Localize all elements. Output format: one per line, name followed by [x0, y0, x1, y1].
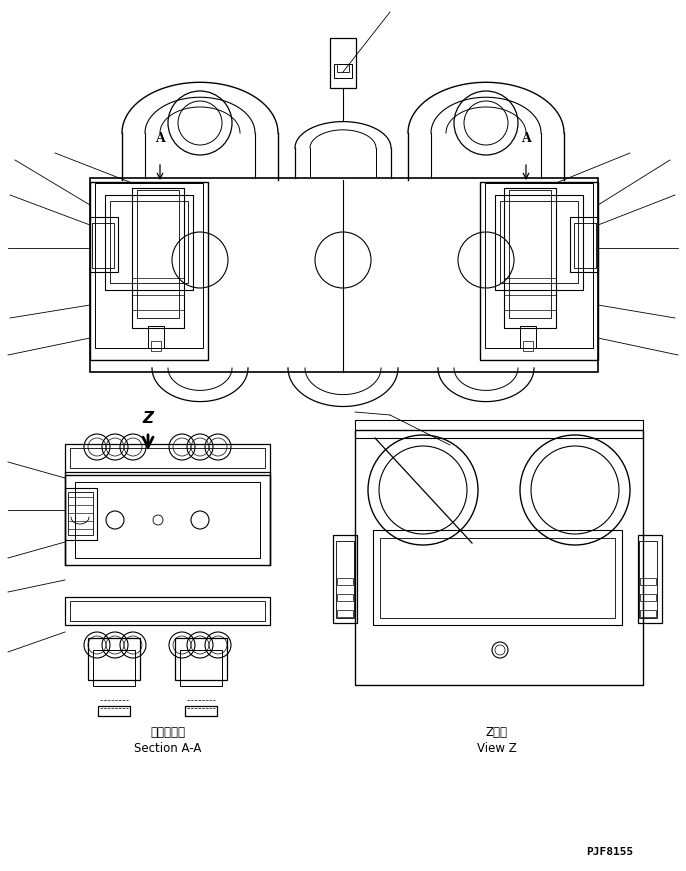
Bar: [640, 594, 656, 601]
Bar: [337, 594, 353, 601]
Bar: [500, 201, 578, 283]
Bar: [640, 610, 656, 617]
Bar: [93, 650, 135, 686]
Bar: [504, 188, 556, 328]
Bar: [509, 190, 551, 318]
Bar: [88, 638, 140, 680]
Bar: [495, 195, 583, 290]
Bar: [65, 597, 270, 625]
Text: Section A-A: Section A-A: [134, 741, 202, 754]
Text: Z: Z: [143, 410, 154, 426]
Bar: [334, 64, 352, 78]
Bar: [355, 430, 643, 685]
Text: PJF8155: PJF8155: [587, 847, 634, 857]
Bar: [65, 488, 97, 540]
Bar: [337, 610, 353, 617]
Bar: [70, 601, 265, 621]
Bar: [380, 538, 615, 618]
Bar: [132, 188, 184, 328]
Bar: [98, 706, 130, 716]
Bar: [180, 650, 222, 686]
Bar: [640, 578, 656, 585]
Bar: [65, 475, 270, 565]
Bar: [105, 195, 193, 290]
Bar: [574, 223, 596, 268]
Bar: [485, 183, 593, 348]
Bar: [570, 217, 598, 272]
Bar: [373, 530, 622, 625]
Bar: [65, 444, 270, 472]
Bar: [68, 492, 93, 535]
Bar: [333, 535, 357, 623]
Bar: [90, 182, 208, 360]
Bar: [337, 578, 353, 585]
Bar: [110, 201, 188, 283]
Bar: [330, 38, 356, 88]
Bar: [638, 535, 662, 623]
Bar: [148, 326, 164, 348]
Bar: [523, 341, 533, 351]
Bar: [336, 541, 354, 618]
Bar: [337, 64, 349, 72]
Bar: [151, 341, 161, 351]
Bar: [639, 541, 657, 618]
Bar: [355, 420, 643, 438]
Bar: [90, 178, 598, 372]
Bar: [175, 638, 227, 680]
Bar: [75, 482, 260, 558]
Bar: [137, 190, 179, 318]
Text: View Z: View Z: [477, 741, 517, 754]
Bar: [480, 182, 598, 360]
Bar: [95, 183, 203, 348]
Bar: [90, 217, 118, 272]
Bar: [70, 448, 265, 468]
Text: A: A: [521, 132, 531, 145]
Bar: [185, 706, 217, 716]
Text: 断面Ａ－Ａ: 断面Ａ－Ａ: [150, 726, 185, 739]
Bar: [520, 326, 536, 348]
Text: Z　視: Z 視: [486, 726, 508, 739]
Bar: [92, 223, 114, 268]
Text: A: A: [155, 132, 165, 145]
